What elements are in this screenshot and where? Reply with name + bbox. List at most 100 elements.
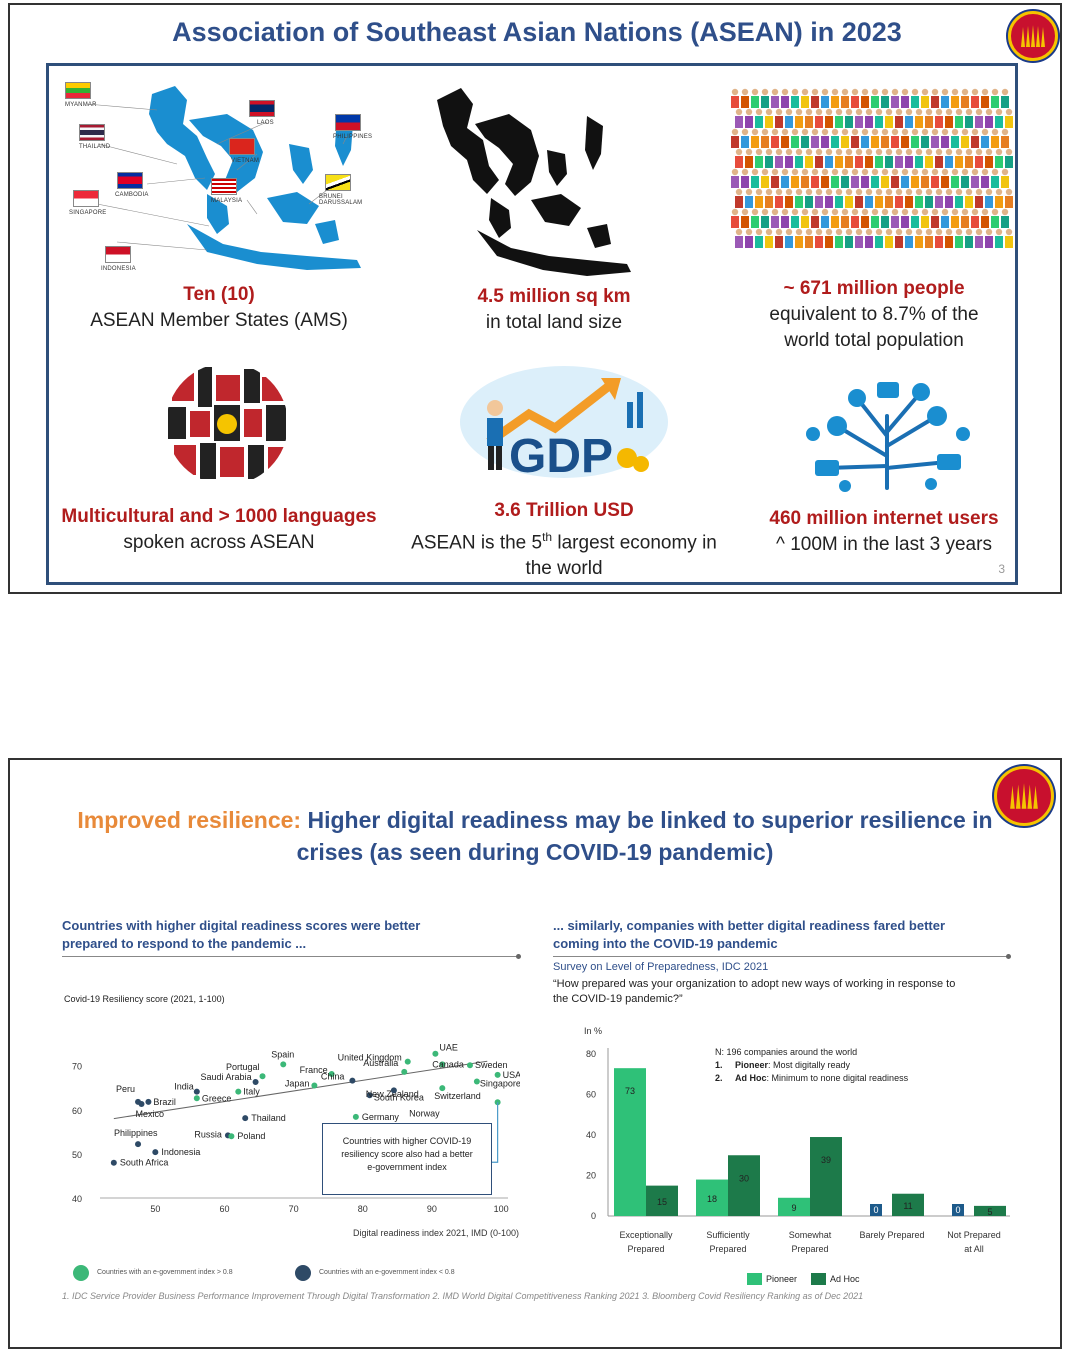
crowd-head [801,128,809,136]
bar-pioneer-somewhat-prepared [778,1197,810,1216]
gdp-line1-pre: ASEAN is the 5 [411,532,543,554]
crowd-body [921,216,929,228]
crowd-head [961,128,969,136]
crowd-head [935,188,943,196]
bar-ad-hoc-exceptionally-prepared [646,1185,678,1216]
crowd-body [781,176,789,188]
crowd-body [975,156,983,168]
crowd-body [861,176,869,188]
crowd-head [985,188,993,196]
crowd-body [981,136,989,148]
crowd-body [875,236,883,248]
crowd-body [771,96,779,108]
crowd-head [945,228,953,236]
crowd-head [741,128,749,136]
note-1-bold: Pioneer [735,1060,769,1070]
crowd-body [961,216,969,228]
crowd-head [865,188,873,196]
crowd-head [971,168,979,176]
crowd-body [751,136,759,148]
bar-category-sufficiently-prepared: Sufficiently [706,1230,750,1240]
crowd-head [865,148,873,156]
population-text-2: world total population [784,330,964,351]
crowd-body [891,136,899,148]
crowd-body [871,96,879,108]
scatter-label-switzerland: Switzerland [434,1091,481,1101]
crowd-body [771,136,779,148]
crowd-body [951,96,959,108]
crowd-head [951,128,959,136]
crowd-head [855,188,863,196]
crowd-head [1001,208,1009,216]
crowd-body [955,116,963,128]
crowd-head [855,148,863,156]
crowd-head [841,88,849,96]
crowd-head [905,108,913,116]
scatter-label-brazil: Brazil [153,1097,176,1107]
crowd-head [951,168,959,176]
crowd-body [775,116,783,128]
bar-label-ad-hoc-somewhat-prepared: 39 [821,1155,831,1165]
crowd-head [981,88,989,96]
crowd-head [995,188,1003,196]
crowd-body [825,116,833,128]
crowd-body [765,236,773,248]
crowd-head [751,168,759,176]
bar-label-ad-hoc-sufficiently-prepared: 30 [739,1173,749,1183]
flag-laos [249,100,275,117]
crowd-body [775,236,783,248]
crowd-body [965,156,973,168]
crowd-head [931,168,939,176]
crowd-body [985,116,993,128]
right-rule [553,956,1009,957]
crowd-body [825,196,833,208]
crowd-head [861,168,869,176]
crowd-body [915,156,923,168]
crowd-body [741,96,749,108]
crowd-body [1001,216,1009,228]
crowd-body [815,236,823,248]
crowd-body [841,216,849,228]
scatter-point-new-zealand [366,1092,373,1099]
crowd-head [901,128,909,136]
crowd-head [781,168,789,176]
crowd-body [761,176,769,188]
note-n: N: 196 companies around the world [715,1047,858,1057]
map-label-singapore: SINGAPORE [69,210,107,216]
member-states-highlight: Ten (10) [183,284,255,305]
crowd-head [845,108,853,116]
crowd-body [781,136,789,148]
survey-question-1: “How prepared was your organization to a… [553,978,956,990]
scatter-point-singapore [473,1078,480,1085]
crowd-head [801,88,809,96]
scatter-point-usa [494,1071,501,1078]
crowd-head [855,228,863,236]
crowd-body [865,116,873,128]
crowd-body [775,196,783,208]
crowd-head [821,128,829,136]
crowd-body [751,176,759,188]
asean-map: MYANMAR LAOS PHILIPPINES THAILAND VIETNA… [57,74,387,282]
crowd-head [951,208,959,216]
member-states-text: ASEAN Member States (AMS) [90,310,348,331]
scatter-xlabel: Digital readiness index 2021, IMD (0-100… [353,1228,519,1238]
bar-category-somewhat-prepared: Somewhat [789,1230,832,1240]
scatter-point-poland [228,1133,235,1140]
crowd-body [841,176,849,188]
crowd-body [921,136,929,148]
scatter-label-poland: Poland [237,1131,265,1141]
bar-pioneer-barely-prepared [870,1204,882,1216]
crowd-head [911,88,919,96]
gdp-highlight: 3.6 Trillion USD [494,500,634,521]
crowd-head [831,88,839,96]
slide1-title: Association of Southeast Asian Nations (… [172,17,902,47]
crowd-body [775,156,783,168]
crowd-head [771,88,779,96]
crowd-body [861,216,869,228]
bar-label-pioneer-not-prepared-at-all: 0 [955,1205,960,1215]
left-heading: Countries with higher digital readiness … [62,917,502,953]
bar-category-exceptionally-prepared: Exceptionally [619,1230,673,1240]
crowd-head [861,208,869,216]
crowd-head [995,228,1003,236]
cell-gdp: 3.6 Trillion USD ASEAN is the 5th larges… [394,498,734,582]
